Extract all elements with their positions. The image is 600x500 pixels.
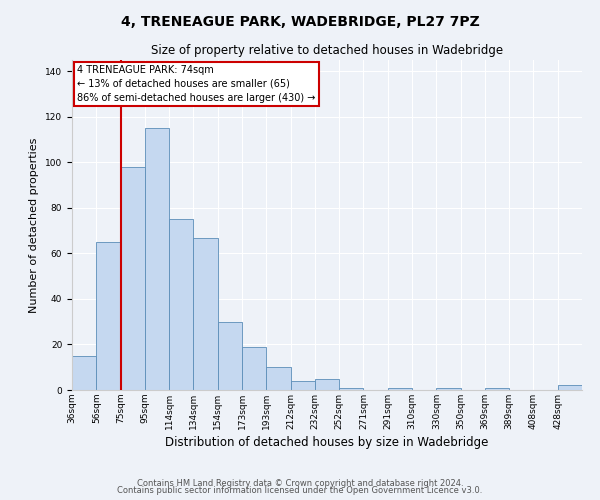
Bar <box>388 388 412 390</box>
Text: Contains public sector information licensed under the Open Government Licence v3: Contains public sector information licen… <box>118 486 482 495</box>
Bar <box>145 128 169 390</box>
Text: 4, TRENEAGUE PARK, WADEBRIDGE, PL27 7PZ: 4, TRENEAGUE PARK, WADEBRIDGE, PL27 7PZ <box>121 15 479 29</box>
Bar <box>218 322 242 390</box>
Bar <box>72 356 96 390</box>
Bar <box>436 388 461 390</box>
Bar <box>315 378 339 390</box>
Bar <box>485 388 509 390</box>
Bar <box>121 167 145 390</box>
Text: 4 TRENEAGUE PARK: 74sqm
← 13% of detached houses are smaller (65)
86% of semi-de: 4 TRENEAGUE PARK: 74sqm ← 13% of detache… <box>77 65 316 103</box>
Text: Contains HM Land Registry data © Crown copyright and database right 2024.: Contains HM Land Registry data © Crown c… <box>137 478 463 488</box>
X-axis label: Distribution of detached houses by size in Wadebridge: Distribution of detached houses by size … <box>166 436 488 449</box>
Bar <box>169 220 193 390</box>
Bar <box>193 238 218 390</box>
Bar <box>242 347 266 390</box>
Bar <box>339 388 364 390</box>
Bar <box>558 386 582 390</box>
Bar <box>266 367 290 390</box>
Bar <box>290 381 315 390</box>
Title: Size of property relative to detached houses in Wadebridge: Size of property relative to detached ho… <box>151 44 503 58</box>
Y-axis label: Number of detached properties: Number of detached properties <box>29 138 40 312</box>
Bar <box>96 242 121 390</box>
